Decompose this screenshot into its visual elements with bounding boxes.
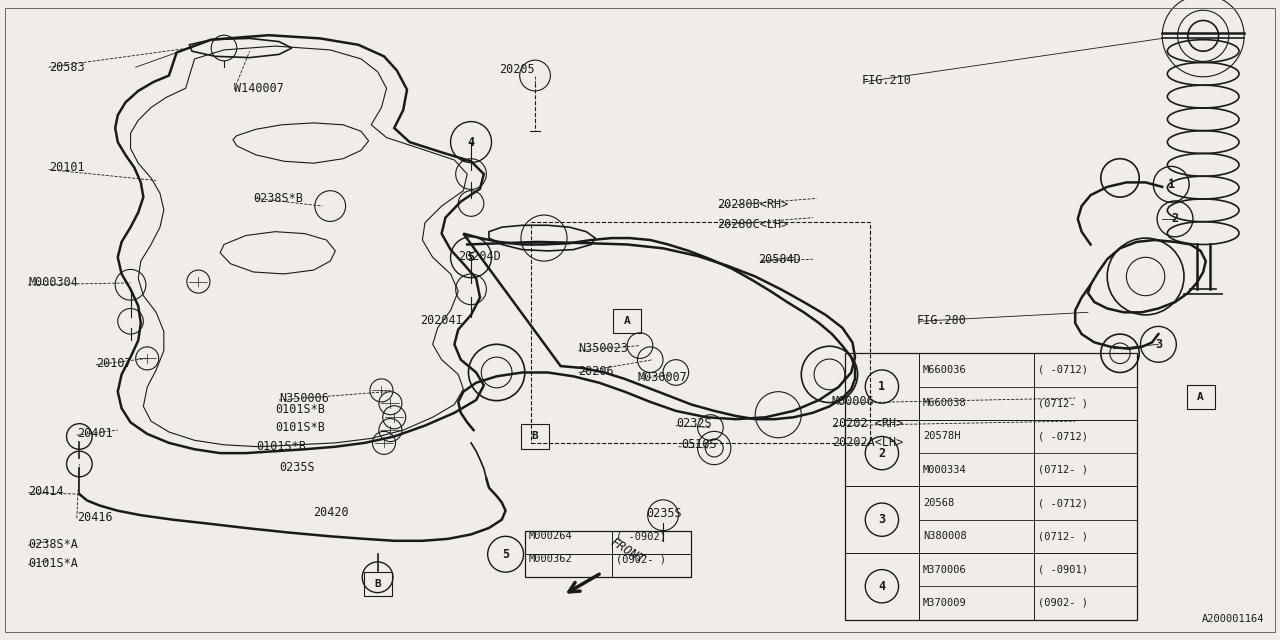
Text: 2: 2 [1171, 212, 1179, 225]
Text: (0712- ): (0712- ) [1038, 531, 1088, 541]
Text: 0101S*B: 0101S*B [275, 421, 325, 434]
Text: 20107: 20107 [96, 357, 132, 370]
Text: M00006: M00006 [832, 396, 874, 408]
Text: FRONT: FRONT [608, 536, 646, 566]
Text: N380008: N380008 [923, 531, 966, 541]
Text: 0232S: 0232S [676, 417, 712, 430]
Text: 20420: 20420 [314, 506, 349, 518]
Text: 4: 4 [467, 136, 475, 148]
Text: (0712- ): (0712- ) [1038, 465, 1088, 475]
Text: 3: 3 [878, 513, 886, 526]
Bar [525, 531, 691, 577]
Text: ( -0712): ( -0712) [1038, 365, 1088, 375]
Text: A: A [1197, 392, 1204, 402]
Text: 20205: 20205 [499, 63, 535, 76]
Bar [613, 309, 641, 333]
Bar [531, 222, 870, 443]
Text: M370006: M370006 [923, 564, 966, 575]
Text: W140007: W140007 [234, 82, 284, 95]
Text: M000334: M000334 [923, 465, 966, 475]
Text: 5: 5 [502, 548, 509, 561]
Text: M000264: M000264 [529, 531, 572, 541]
Text: 0510S: 0510S [681, 438, 717, 451]
Text: 20584D: 20584D [758, 253, 800, 266]
Text: M660038: M660038 [923, 398, 966, 408]
Text: 1: 1 [1167, 178, 1175, 191]
Text: B: B [374, 579, 381, 589]
Text: ( -0712): ( -0712) [1038, 498, 1088, 508]
Text: 20568: 20568 [923, 498, 955, 508]
Text: 3: 3 [1155, 338, 1162, 351]
Text: M000304: M000304 [28, 276, 78, 289]
Text: (0712- ): (0712- ) [1038, 398, 1088, 408]
Text: 0235S: 0235S [279, 461, 315, 474]
Text: ( -0901): ( -0901) [1038, 564, 1088, 575]
Text: FIG.210: FIG.210 [861, 74, 911, 86]
Text: 20416: 20416 [77, 511, 113, 524]
Bar [364, 572, 392, 596]
Text: 1: 1 [878, 380, 886, 393]
Text: B: B [531, 431, 539, 442]
Text: 0238S*B: 0238S*B [253, 192, 303, 205]
Text: ( -0712): ( -0712) [1038, 431, 1088, 442]
Text: 0101S*B: 0101S*B [256, 440, 306, 453]
Text: FIG.280: FIG.280 [916, 314, 966, 326]
Text: 20578H: 20578H [923, 431, 960, 442]
Text: 20204I: 20204I [420, 314, 462, 326]
Text: 0101S*A: 0101S*A [28, 557, 78, 570]
Text: N350006: N350006 [279, 392, 329, 404]
Text: 4: 4 [878, 580, 886, 593]
Text: 20202A<LH>: 20202A<LH> [832, 436, 904, 449]
Text: 20101: 20101 [49, 161, 84, 174]
Text: 20280B<RH>: 20280B<RH> [717, 198, 788, 211]
Text: N350023: N350023 [579, 342, 628, 355]
Text: 2: 2 [878, 447, 886, 460]
Text: M000362: M000362 [529, 554, 572, 564]
Text: 20206: 20206 [579, 365, 614, 378]
Text: 0235S: 0235S [646, 507, 682, 520]
Text: A: A [623, 316, 631, 326]
Text: 20583: 20583 [49, 61, 84, 74]
Bar [1187, 385, 1215, 409]
Bar [521, 424, 549, 449]
Text: ( -0902): ( -0902) [616, 531, 666, 541]
Text: M030007: M030007 [637, 371, 687, 384]
Text: 20280C<LH>: 20280C<LH> [717, 218, 788, 230]
Text: 20204D: 20204D [458, 250, 500, 262]
Text: 20414: 20414 [28, 485, 64, 498]
Text: M370009: M370009 [923, 598, 966, 608]
Text: 5: 5 [467, 251, 475, 264]
Text: 20202 <RH>: 20202 <RH> [832, 417, 904, 430]
Bar [845, 353, 1137, 620]
Text: (0902- ): (0902- ) [1038, 598, 1088, 608]
Text: M660036: M660036 [923, 365, 966, 375]
Text: 0101S*B: 0101S*B [275, 403, 325, 416]
Text: 0238S*A: 0238S*A [28, 538, 78, 550]
Text: (0902- ): (0902- ) [616, 554, 666, 564]
Text: A200001164: A200001164 [1202, 614, 1265, 624]
Text: 20401: 20401 [77, 428, 113, 440]
